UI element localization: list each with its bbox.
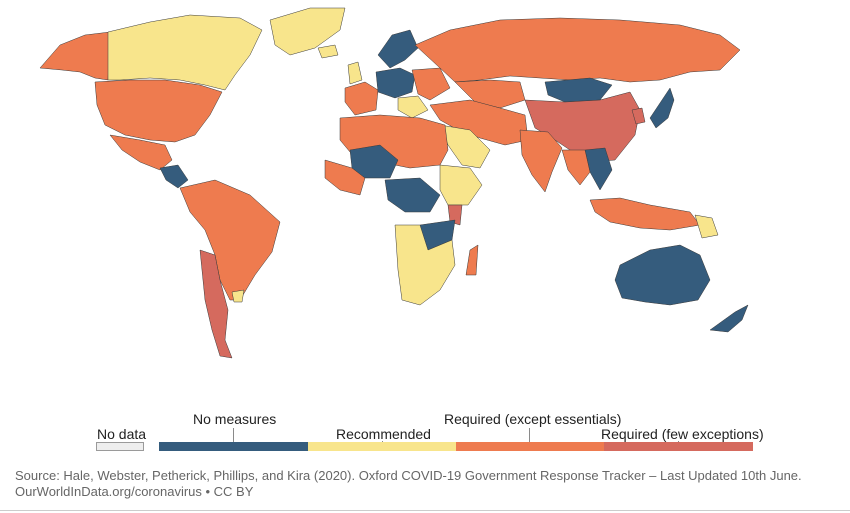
legend-swatch-required-few [604, 442, 753, 451]
legend-swatch-no-measures [159, 442, 308, 451]
region-canada[interactable]: Canada [107, 14, 263, 91]
region-kenya[interactable]: Kenya [447, 204, 463, 226]
legend-tick-required-except [529, 428, 530, 442]
region-united-states[interactable]: United States [94, 79, 223, 143]
legend-label-recommended: Recommended [336, 426, 431, 442]
region-mexico[interactable]: Mexico [109, 134, 173, 171]
region-eastern-europe[interactable]: Eastern Europe [411, 67, 451, 101]
legend-swatch-required-except [456, 442, 604, 451]
region-east-africa[interactable]: East Africa [439, 164, 483, 206]
legend-swatch-no-data [96, 442, 144, 451]
region-indonesia[interactable]: Indonesia [589, 197, 701, 231]
region-iceland[interactable]: Iceland [317, 44, 339, 59]
region-australia[interactable]: Australia [614, 244, 711, 306]
world-map: Alaska Canada Greenland United States Me… [39, 7, 749, 359]
source-line-2: OurWorldInData.org/coronavirus • CC BY [15, 484, 254, 499]
region-southern-africa[interactable]: Southern Africa [394, 224, 456, 306]
region-central-europe[interactable]: Central Europe [375, 67, 416, 99]
region-central-africa[interactable]: Central Africa [384, 177, 441, 213]
legend-label-required-few: Required (few exceptions) [601, 426, 764, 442]
region-scandinavia[interactable]: Scandinavia [377, 29, 419, 69]
region-india[interactable]: India [519, 129, 563, 193]
region-western-europe[interactable]: Western Europe [344, 81, 379, 116]
region-madagascar[interactable]: Madagascar [465, 244, 479, 276]
region-balkans[interactable]: Balkans [397, 95, 429, 119]
region-southeast-asia[interactable]: Southeast Asia [561, 149, 591, 186]
region-korea[interactable]: Korea [631, 107, 646, 125]
region-middle-east[interactable]: Middle East [429, 99, 529, 146]
legend-label-no-measures: No measures [193, 411, 277, 427]
region-uruguay[interactable]: Uruguay [231, 289, 245, 303]
region-greenland[interactable]: Greenland [269, 7, 346, 56]
legend-tick-no-measures [233, 428, 234, 442]
source-line-1: Source: Hale, Webster, Petherick, Philli… [15, 468, 802, 483]
region-papua-new-guinea[interactable]: Papua New Guinea [694, 214, 719, 239]
legend-swatch-recommended [308, 442, 456, 451]
region-central-america[interactable]: Central America [159, 164, 189, 189]
region-new-zealand[interactable]: New Zealand [709, 304, 749, 333]
region-united-kingdom[interactable]: United Kingdom [347, 61, 363, 85]
region-russia[interactable]: Russia [414, 17, 741, 83]
region-mongolia[interactable]: Mongolia [544, 77, 613, 103]
region-west-africa[interactable]: West Africa [324, 159, 366, 196]
region-chile[interactable]: Chile [199, 249, 233, 359]
legend-label-no-data: No data [97, 426, 147, 442]
region-south-america[interactable]: South America [179, 179, 281, 301]
bottom-divider [0, 510, 850, 511]
region-japan[interactable]: Japan [649, 87, 675, 129]
region-alaska[interactable]: Alaska [39, 31, 111, 81]
region-saudi-arabia[interactable]: Saudi Arabia [439, 124, 491, 169]
legend-label-required-except: Required (except essentials) [444, 411, 622, 427]
